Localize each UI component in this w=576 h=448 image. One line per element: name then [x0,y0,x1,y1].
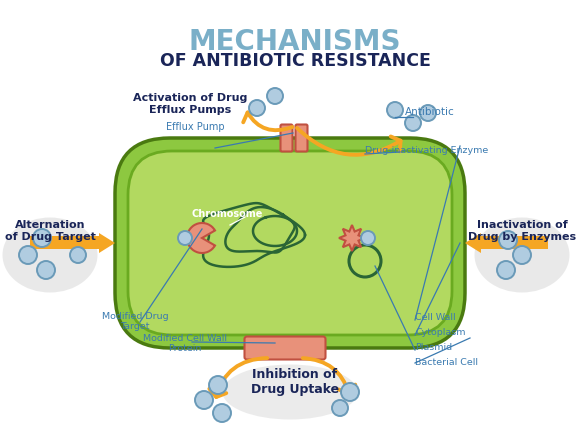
Text: Modified Cell Wall
Protein: Modified Cell Wall Protein [143,334,227,353]
Text: Cell Wall: Cell Wall [415,313,456,322]
Polygon shape [99,233,115,253]
Text: Drug-inactivating Enzyme: Drug-inactivating Enzyme [365,146,488,155]
Ellipse shape [475,217,570,293]
Circle shape [513,246,531,264]
Circle shape [178,231,192,245]
Text: Plasmid: Plasmid [415,343,452,352]
Circle shape [19,246,37,264]
Wedge shape [187,223,215,253]
Circle shape [209,376,227,394]
FancyBboxPatch shape [281,125,293,151]
Circle shape [332,400,348,416]
Circle shape [497,261,515,279]
Text: Cytoplasm: Cytoplasm [415,328,465,337]
Circle shape [420,105,436,121]
Circle shape [361,231,375,245]
Circle shape [213,404,231,422]
FancyBboxPatch shape [115,138,465,348]
Circle shape [267,88,283,104]
FancyBboxPatch shape [244,336,325,359]
Text: Antibiotic: Antibiotic [405,107,454,117]
Circle shape [249,100,265,116]
FancyArrowPatch shape [303,358,355,393]
FancyArrowPatch shape [297,128,400,155]
Ellipse shape [222,365,358,419]
Circle shape [387,102,403,118]
Text: Bacterial Cell: Bacterial Cell [415,358,478,367]
FancyArrowPatch shape [209,358,267,397]
Text: Inhibition of
Drug Uptake: Inhibition of Drug Uptake [251,368,339,396]
FancyBboxPatch shape [295,125,308,151]
Text: Chromosome: Chromosome [192,209,263,219]
Text: Alternation
of Drug Target: Alternation of Drug Target [5,220,96,241]
Bar [481,237,548,250]
Circle shape [341,383,359,401]
FancyBboxPatch shape [128,151,452,335]
Ellipse shape [2,217,97,293]
Text: MECHANISMS: MECHANISMS [189,28,401,56]
Circle shape [499,231,517,249]
Circle shape [37,261,55,279]
Text: Efflux Pump: Efflux Pump [166,122,224,132]
Polygon shape [339,225,365,251]
Bar [30,237,99,250]
Circle shape [33,229,51,247]
Text: Activation of Drug
Efflux Pumps: Activation of Drug Efflux Pumps [133,93,247,115]
Polygon shape [465,233,481,253]
Circle shape [405,115,421,131]
Text: OF ANTIBIOTIC RESISTANCE: OF ANTIBIOTIC RESISTANCE [160,52,430,70]
Circle shape [195,391,213,409]
Circle shape [70,247,86,263]
Text: Inactivation of
Drug by Enzymes: Inactivation of Drug by Enzymes [468,220,576,241]
Text: Modified Drug
Target: Modified Drug Target [102,312,168,332]
FancyArrowPatch shape [243,112,293,130]
